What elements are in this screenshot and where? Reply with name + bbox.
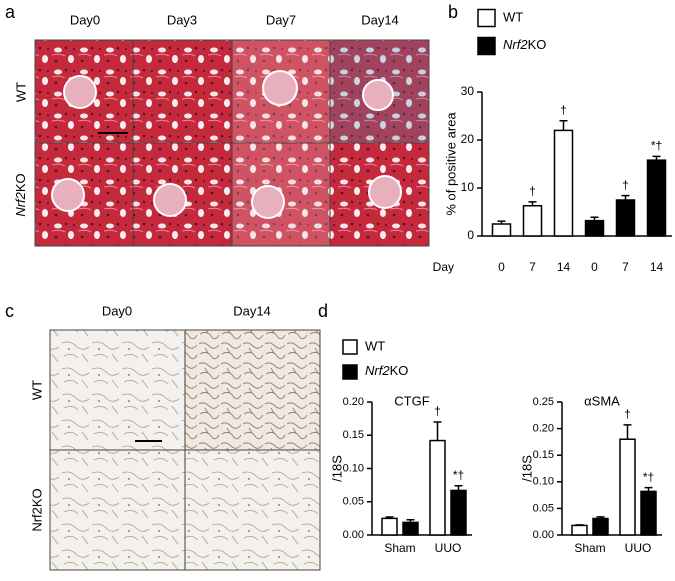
legend-swatch [342,339,358,355]
significance-label: † [622,178,629,192]
bar [592,517,609,536]
significance-label: *† [643,470,654,484]
row-label: WT [29,380,44,400]
error-bar [621,194,630,200]
column-label: Day0 [70,12,100,27]
bar [646,159,667,237]
error-bar [559,120,568,131]
bar [640,490,657,536]
y-tick-label: 10 [461,180,475,194]
bar [571,524,588,536]
y-tick-label: 0.10 [533,476,554,488]
column-label: Day0 [102,303,132,318]
y-tick-label: 0.15 [343,429,364,441]
error-bar [652,155,661,161]
bar [491,223,512,237]
y-tick-label: 0.15 [533,449,554,461]
y-tick-label: 0.20 [343,396,364,408]
histology-grid-a [34,39,430,247]
bar [429,439,446,536]
error-bar [596,516,605,519]
y-axis-label: % of positive area [443,112,458,216]
x-tick-label: 0 [498,260,505,274]
error-bar [497,220,506,224]
error-bar [623,424,632,440]
x-tick-label: Sham [384,541,415,555]
x-tick-label: Sham [574,541,605,555]
bar [619,438,636,536]
column-label: Day14 [233,303,271,318]
y-tick-label: 20 [461,132,475,146]
legend-label: Nrf2KO [365,363,408,378]
row-label: WT [13,82,28,102]
x-tick-label: 14 [650,260,664,274]
row-label: Nrf2KO [29,488,44,531]
x-tick-label: 7 [622,260,629,274]
panel-label: c [5,301,14,321]
significance-label: *† [651,138,662,152]
chart-subtitle: αSMA [584,393,620,408]
column-label: Day14 [361,12,399,27]
error-bar [454,485,463,491]
legend-label: Nrf2KO [503,37,546,52]
column-label: Day3 [167,12,197,27]
bar [553,129,574,237]
panel-label: d [318,301,328,321]
x-tick-label: UUO [625,541,652,555]
legend-swatch [342,364,358,380]
significance-label: *† [453,468,464,482]
y-tick-label: 0.05 [343,496,364,508]
bar [522,205,543,237]
y-tick-label: 0.20 [533,423,554,435]
error-bar [575,524,584,526]
significance-label: † [560,103,567,117]
column-label: Day7 [266,12,296,27]
error-bar [590,216,599,221]
panel-label: a [5,2,16,22]
bar [381,517,398,536]
y-tick-label: 0.25 [533,396,554,408]
bar [615,199,636,237]
panel-label: b [448,2,458,22]
x-axis-label: Day [433,260,454,274]
bar [402,521,419,536]
bar [450,489,467,536]
y-tick-label: 0 [467,228,474,242]
y-tick-label: 0.00 [343,529,364,541]
error-bar [433,421,442,441]
legend-label: WT [365,338,385,353]
y-tick-label: 30 [461,84,475,98]
legend-swatch [477,36,496,56]
significance-label: † [529,184,536,198]
y-tick-label: 0.10 [343,462,364,474]
chart-subtitle: CTGF [394,393,429,408]
y-tick-label: 0.05 [533,502,554,514]
y-tick-label: 0.00 [533,529,554,541]
error-bar [644,486,653,492]
legend-label: WT [503,9,523,24]
y-axis-label: /18S [519,455,534,482]
significance-label: † [624,407,631,421]
bar [584,219,605,237]
row-label: Nrf2KO [13,173,28,216]
histology-grid-c [49,329,321,571]
legend-swatch [477,8,496,28]
error-bar [528,201,537,206]
x-tick-label: 0 [591,260,598,274]
y-axis-label: /18S [329,455,344,482]
error-bar [406,518,415,523]
x-tick-label: UUO [435,541,462,555]
x-tick-label: 14 [557,260,571,274]
x-tick-label: 7 [529,260,536,274]
error-bar [385,516,394,519]
significance-label: † [434,404,441,418]
